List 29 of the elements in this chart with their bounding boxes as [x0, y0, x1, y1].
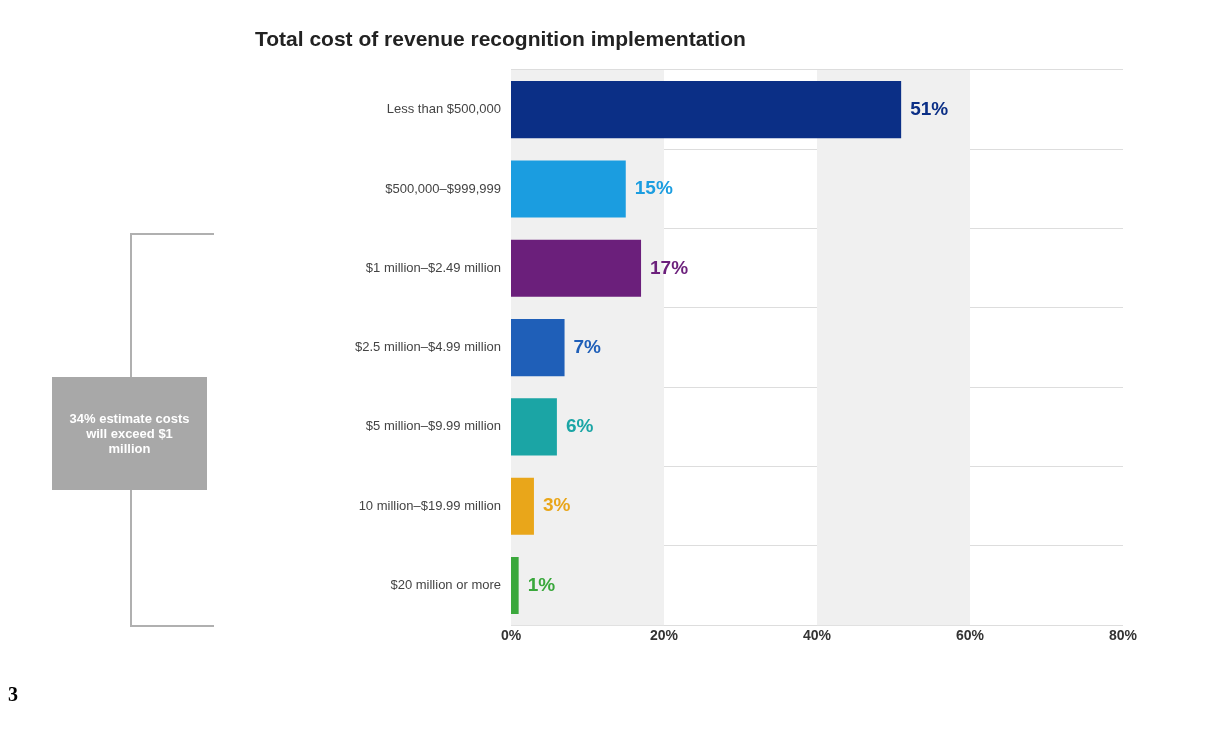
bar [511, 160, 626, 218]
bar [511, 319, 565, 377]
data-label: 6% [565, 415, 594, 437]
bar [511, 81, 902, 139]
text: 3 [8, 683, 18, 706]
bar [511, 477, 534, 535]
y-tick-label: Less than $500,000 [386, 101, 501, 117]
x-tick-label: 20% [649, 627, 679, 644]
y-tick-label: $1 million–$2.49 million [365, 259, 501, 275]
data-label: 3% [542, 494, 571, 516]
y-tick-label: $5 million–$9.99 million [365, 418, 501, 434]
x-tick-label: 40% [802, 627, 832, 644]
data-label: 15% [634, 177, 673, 199]
x-tick-label: 80% [1108, 627, 1138, 644]
bar [511, 398, 557, 456]
y-tick-label: $500,000–$999,999 [385, 180, 501, 196]
y-tick-label: $2.5 million–$4.99 million [355, 339, 501, 355]
chart-title: Total cost of revenue recognition implementation [255, 26, 746, 50]
y-tick-label: $20 million or more [390, 577, 501, 593]
bar [511, 239, 642, 297]
data-label: 17% [650, 256, 689, 278]
x-tick-label: 60% [955, 627, 985, 644]
y-tick-label: 10 million–$19.99 million [358, 497, 501, 513]
data-label: 51% [910, 97, 949, 119]
data-label: 1% [527, 573, 556, 595]
bar [511, 556, 519, 615]
x-tick-label: 0% [500, 627, 522, 644]
data-label: 7% [573, 335, 602, 357]
text: 34% estimate costs will exceed $1 million [52, 377, 207, 490]
